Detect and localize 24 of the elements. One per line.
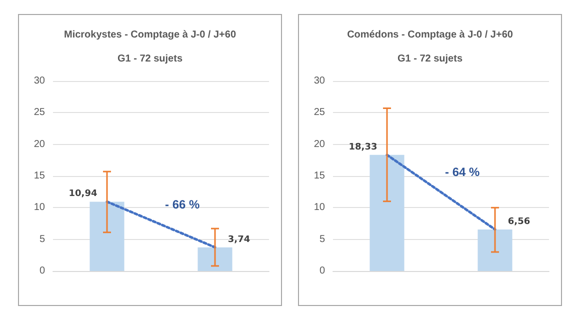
chart-subtitle: G1 - 72 sujets bbox=[117, 54, 183, 64]
chart-title: Microkystes - Comptage à J-0 / J+60 bbox=[64, 30, 236, 40]
chart-title: Comédons - Comptage à J-0 / J+60 bbox=[347, 30, 514, 40]
y-tick-label: 5 bbox=[39, 234, 46, 245]
y-tick-label: 5 bbox=[319, 234, 326, 245]
y-tick-label: 0 bbox=[39, 266, 46, 276]
chart-subtitle: G1 - 72 sujets bbox=[397, 54, 463, 64]
y-tick-label: 30 bbox=[314, 76, 326, 86]
data-label: 6,56 bbox=[508, 216, 530, 227]
y-tick-label: 10 bbox=[314, 202, 326, 214]
y-tick-label: 25 bbox=[34, 107, 46, 118]
y-tick-label: 20 bbox=[314, 138, 326, 150]
y-tick-label: 30 bbox=[34, 76, 46, 86]
y-tick-label: 10 bbox=[34, 202, 46, 214]
y-tick-label: 15 bbox=[314, 170, 326, 182]
y-tick-label: 0 bbox=[319, 266, 326, 276]
y-tick-label: 15 bbox=[34, 170, 46, 182]
data-label: 18,33 bbox=[348, 142, 378, 152]
annotation: - 66 % bbox=[165, 198, 200, 212]
annotation: - 64 % bbox=[445, 165, 480, 180]
data-label: 10,94 bbox=[68, 189, 98, 200]
y-tick-label: 25 bbox=[314, 107, 326, 118]
y-tick-label: 20 bbox=[34, 138, 46, 150]
data-label: 3,74 bbox=[228, 234, 250, 245]
